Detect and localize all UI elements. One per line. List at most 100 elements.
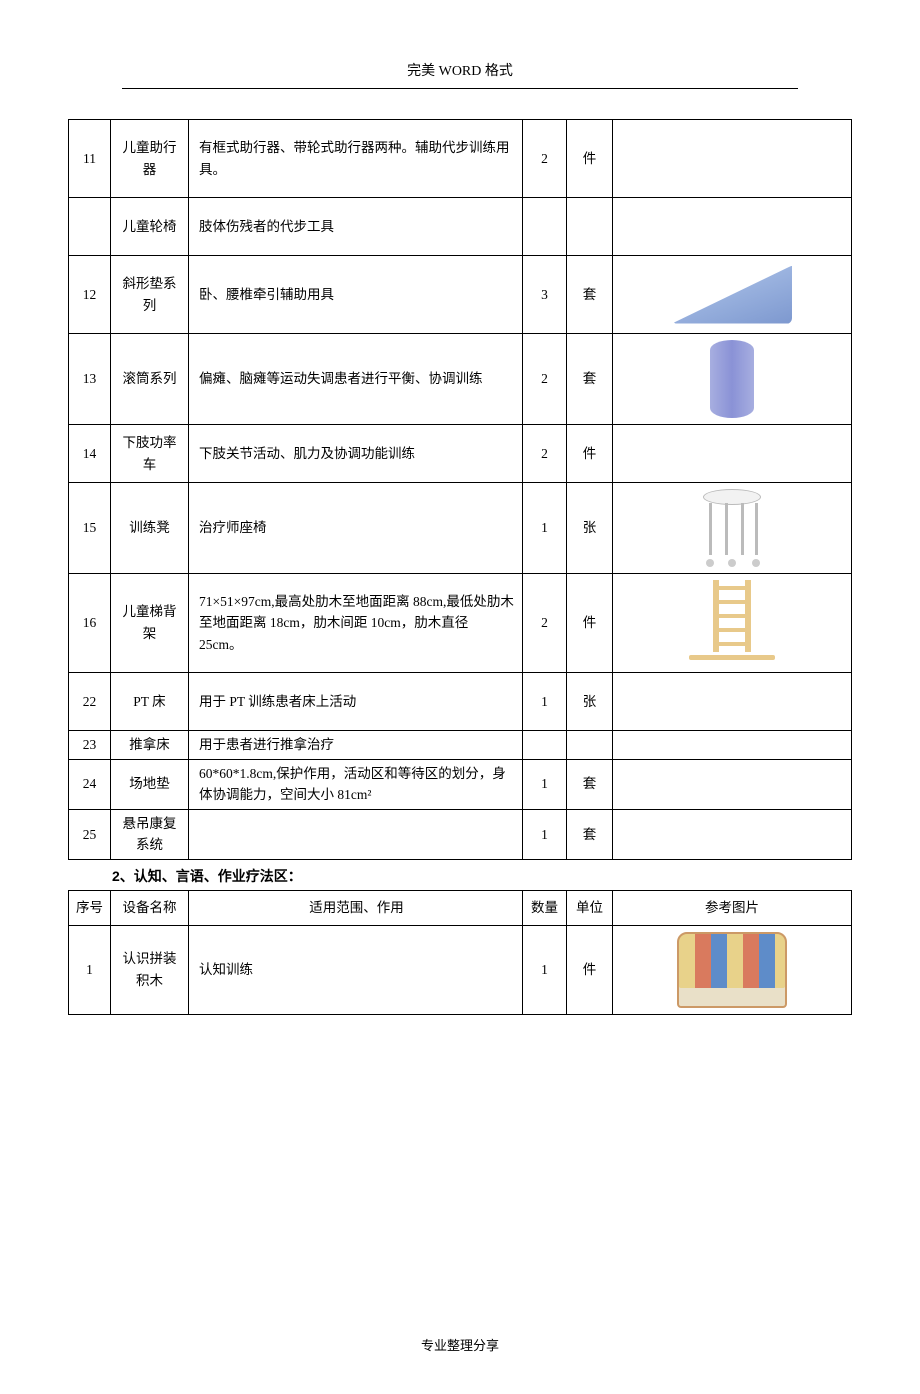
cell-unit: 件 (567, 925, 613, 1014)
cell-qty (523, 731, 567, 760)
roller-icon (710, 340, 754, 418)
cell-unit: 套 (567, 256, 613, 334)
equipment-table-1: 11儿童助行器有框式助行器、带轮式助行器两种。辅助代步训练用具。2件儿童轮椅肢体… (68, 119, 852, 860)
cell-num: 16 (69, 574, 111, 673)
cell-img (613, 809, 852, 859)
cell-img (613, 483, 852, 574)
cell-unit (567, 198, 613, 256)
cell-qty: 1 (523, 809, 567, 859)
cell-qty: 2 (523, 334, 567, 425)
cell-img (613, 759, 852, 809)
table-row: 25悬吊康复系统 1套 (69, 809, 852, 859)
table-row: 1认识拼装积木认知训练1件 (69, 925, 852, 1014)
cell-img (613, 120, 852, 198)
cell-qty: 2 (523, 574, 567, 673)
cell-img (613, 256, 852, 334)
table-row: 12斜形垫系列卧、腰椎牵引辅助用具3套 (69, 256, 852, 334)
table-row: 22PT 床用于 PT 训练患者床上活动1张 (69, 673, 852, 731)
table-row: 13滚筒系列偏瘫、脑瘫等运动失调患者进行平衡、协调训练2套 (69, 334, 852, 425)
cell-name: 推拿床 (111, 731, 189, 760)
th-unit: 单位 (567, 890, 613, 925)
cell-num: 13 (69, 334, 111, 425)
cell-name: 斜形垫系列 (111, 256, 189, 334)
cell-qty: 1 (523, 759, 567, 809)
cell-img (613, 425, 852, 483)
cell-qty: 1 (523, 925, 567, 1014)
th-num: 序号 (69, 890, 111, 925)
puzzle-icon (677, 932, 787, 1008)
cell-desc: 卧、腰椎牵引辅助用具 (189, 256, 523, 334)
th-qty: 数量 (523, 890, 567, 925)
cell-unit: 套 (567, 759, 613, 809)
equipment-table-2: 序号 设备名称 适用范围、作用 数量 单位 参考图片 1认识拼装积木认知训练1件 (68, 890, 852, 1015)
ladder-icon (687, 580, 777, 666)
cell-unit: 件 (567, 574, 613, 673)
cell-num: 22 (69, 673, 111, 731)
page-footer: 专业整理分享 (68, 1335, 852, 1354)
cell-desc: 肢体伤残者的代步工具 (189, 198, 523, 256)
cell-qty: 1 (523, 673, 567, 731)
wedge-icon (672, 266, 792, 324)
cell-num: 12 (69, 256, 111, 334)
cell-name: 下肢功率车 (111, 425, 189, 483)
table-row: 14下肢功率车下肢关节活动、肌力及协调功能训练2件 (69, 425, 852, 483)
header-underline (122, 88, 798, 89)
cell-name: PT 床 (111, 673, 189, 731)
table-row: 11儿童助行器有框式助行器、带轮式助行器两种。辅助代步训练用具。2件 (69, 120, 852, 198)
header-prefix: 完美 (407, 64, 439, 79)
cell-num: 24 (69, 759, 111, 809)
cell-desc: 认知训练 (189, 925, 523, 1014)
cell-desc: 用于患者进行推拿治疗 (189, 731, 523, 760)
cell-unit: 套 (567, 809, 613, 859)
cell-name: 儿童梯背架 (111, 574, 189, 673)
cell-unit: 张 (567, 483, 613, 574)
stool-icon (697, 489, 767, 567)
cell-desc: 治疗师座椅 (189, 483, 523, 574)
table2-header-row: 序号 设备名称 适用范围、作用 数量 单位 参考图片 (69, 890, 852, 925)
cell-img (613, 574, 852, 673)
cell-num (69, 198, 111, 256)
cell-qty: 1 (523, 483, 567, 574)
header-suffix: 格式 (485, 64, 513, 79)
cell-img (613, 334, 852, 425)
cell-desc: 下肢关节活动、肌力及协调功能训练 (189, 425, 523, 483)
th-desc: 适用范围、作用 (189, 890, 523, 925)
cell-num: 15 (69, 483, 111, 574)
th-name: 设备名称 (111, 890, 189, 925)
cell-num: 14 (69, 425, 111, 483)
cell-num: 25 (69, 809, 111, 859)
cell-num: 1 (69, 925, 111, 1014)
cell-qty: 2 (523, 425, 567, 483)
cell-img (613, 731, 852, 760)
table-row: 23推拿床用于患者进行推拿治疗 (69, 731, 852, 760)
table-row: 16儿童梯背架71×51×97cm,最高处肋木至地面距离 88cm,最低处肋木至… (69, 574, 852, 673)
table-row: 儿童轮椅肢体伤残者的代步工具 (69, 198, 852, 256)
cell-img (613, 198, 852, 256)
cell-unit: 张 (567, 673, 613, 731)
cell-desc: 60*60*1.8cm,保护作用，活动区和等待区的划分，身体协调能力，空间大小 … (189, 759, 523, 809)
cell-unit (567, 731, 613, 760)
cell-img (613, 925, 852, 1014)
cell-unit: 件 (567, 425, 613, 483)
cell-name: 儿童轮椅 (111, 198, 189, 256)
section-2-heading: 2、认知、言语、作业疗法区： (112, 866, 852, 886)
cell-unit: 套 (567, 334, 613, 425)
cell-name: 认识拼装积木 (111, 925, 189, 1014)
cell-name: 悬吊康复系统 (111, 809, 189, 859)
header-word: WORD (439, 64, 485, 79)
cell-qty: 2 (523, 120, 567, 198)
cell-desc: 偏瘫、脑瘫等运动失调患者进行平衡、协调训练 (189, 334, 523, 425)
table-row: 15训练凳治疗师座椅1张 (69, 483, 852, 574)
cell-qty: 3 (523, 256, 567, 334)
page-header: 完美 WORD 格式 (68, 60, 852, 80)
cell-num: 23 (69, 731, 111, 760)
cell-qty (523, 198, 567, 256)
cell-desc: 71×51×97cm,最高处肋木至地面距离 88cm,最低处肋木至地面距离 18… (189, 574, 523, 673)
cell-unit: 件 (567, 120, 613, 198)
cell-num: 11 (69, 120, 111, 198)
cell-name: 训练凳 (111, 483, 189, 574)
cell-img (613, 673, 852, 731)
cell-desc: 用于 PT 训练患者床上活动 (189, 673, 523, 731)
th-img: 参考图片 (613, 890, 852, 925)
cell-name: 场地垫 (111, 759, 189, 809)
